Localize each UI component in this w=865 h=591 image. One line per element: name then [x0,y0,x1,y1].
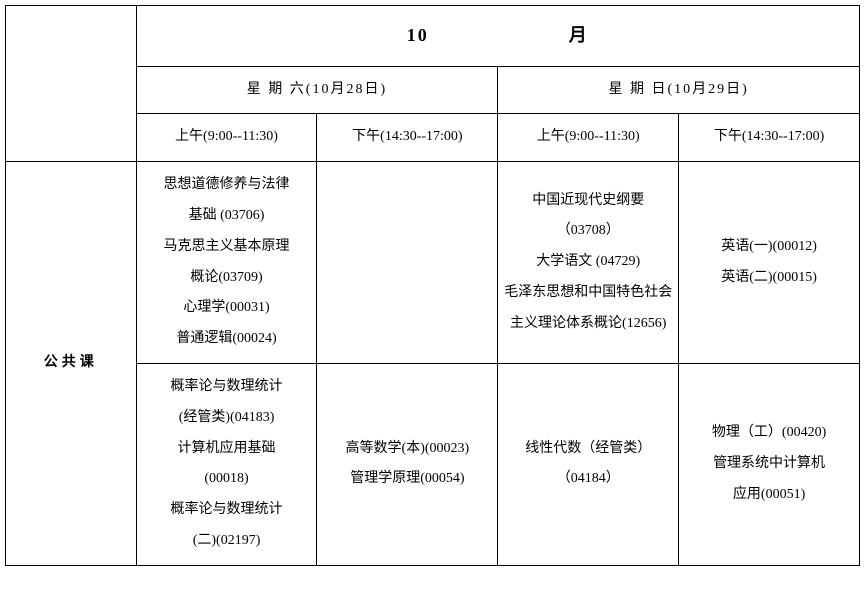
month-row: 10 月 [6,6,860,67]
cell-r1-c4: 英语(一)(00012)英语(二)(00015) [679,162,860,364]
schedule-table: 10 月 星 期 六(10月28日) 星 期 日(10月29日) 上午(9:00-… [5,5,860,566]
cell-r2-c2: 高等数学(本)(00023)管理学原理(00054) [317,363,498,565]
cell-r1-c3: 中国近现代史纲要（03708）大学语文 (04729)毛泽东思想和中国特色社会主… [498,162,679,364]
cell-r2-c3: 线性代数（经管类）（04184） [498,363,679,565]
slot-sat-am: 上午(9:00--11:30) [136,114,317,162]
category-label: 公共课 [6,162,137,566]
slot-sun-pm: 下午(14:30--17:00) [679,114,860,162]
content-row-1: 公共课 思想道德修养与法律基础 (03706)马克思主义基本原理概论(03709… [6,162,860,364]
day-saturday: 星 期 六(10月28日) [136,66,498,114]
cell-r2-c1: 概率论与数理统计(经管类)(04183)计算机应用基础(00018)概率论与数理… [136,363,317,565]
cell-r1-c1: 思想道德修养与法律基础 (03706)马克思主义基本原理概论(03709)心理学… [136,162,317,364]
month-header: 10 月 [136,6,859,67]
cell-r1-c2 [317,162,498,364]
month-char: 月 [569,25,589,45]
cell-r2-c4: 物理（工）(00420)管理系统中计算机应用(00051) [679,363,860,565]
blank-top-left [6,6,137,162]
slot-sat-pm: 下午(14:30--17:00) [317,114,498,162]
day-sunday: 星 期 日(10月29日) [498,66,860,114]
month-num: 10 [407,16,429,56]
slot-sun-am: 上午(9:00--11:30) [498,114,679,162]
